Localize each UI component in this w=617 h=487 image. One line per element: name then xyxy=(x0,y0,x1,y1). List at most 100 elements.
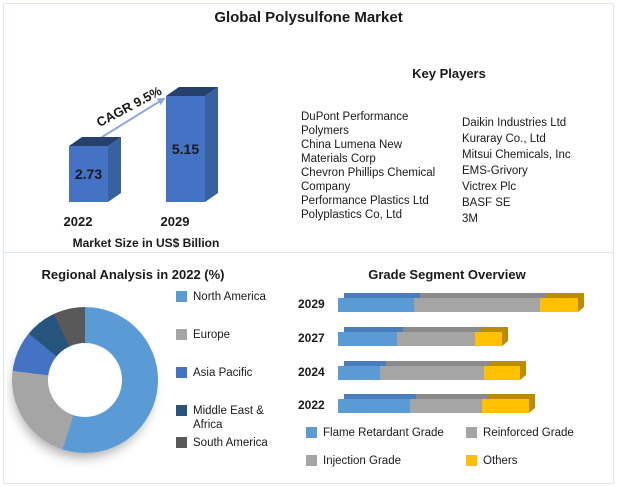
company-name: Mitsui Chemicals, Inc xyxy=(462,149,571,161)
segment-bevel xyxy=(344,327,403,332)
bar-group-2029: 5.15 xyxy=(166,87,218,202)
grade-bar-2029 xyxy=(338,293,584,312)
segment-others xyxy=(475,332,502,346)
segment-reinforced xyxy=(380,366,484,380)
section-divider xyxy=(3,252,614,253)
grade-bar-bevel xyxy=(344,361,526,366)
segment-reinforced xyxy=(414,298,540,312)
legend-label: South America xyxy=(193,437,268,449)
bar-front-face xyxy=(166,96,205,202)
legend-label: Middle East & Africa xyxy=(193,405,264,431)
bar-side-face xyxy=(108,137,121,202)
company-name: Polyplastics Co, Ltd xyxy=(301,209,402,221)
legend-item-flame-retardant-grade: Flame Retardant Grade xyxy=(306,426,466,440)
legend-swatch-icon xyxy=(176,329,187,340)
legend-label: Europe xyxy=(193,329,231,341)
page-border xyxy=(3,3,614,484)
grade-bar-end-cap xyxy=(529,394,535,413)
grade-bar-front xyxy=(338,332,502,346)
market-size-caption: Market Size in US$ Billion xyxy=(72,236,220,250)
grade-year-label: 2022 xyxy=(298,398,325,412)
grade-bar-2022 xyxy=(338,394,535,413)
grade-bar-end-cap xyxy=(502,327,508,346)
segment-bevel xyxy=(488,394,535,399)
grade-bar-end-cap xyxy=(520,361,526,380)
legend-swatch-icon xyxy=(466,455,477,466)
legend-swatch-icon xyxy=(466,427,477,438)
donut-hole xyxy=(48,343,122,417)
legend-label: Reinforced Grade xyxy=(483,427,574,439)
company-name: Kuraray Co., Ltd xyxy=(462,133,546,145)
legend-item-middle-east-africa: Middle East & Africa xyxy=(176,404,296,432)
segment-bevel xyxy=(490,361,526,366)
company-name: 3M xyxy=(462,213,478,225)
bar-value-label: 2.73 xyxy=(74,166,103,182)
bar-side-face xyxy=(205,87,218,202)
grade-year-label: 2029 xyxy=(298,297,325,311)
page-title: Global Polysulfone Market xyxy=(214,9,403,26)
bar-group-2022: 2.73 xyxy=(69,137,121,202)
legend-swatch-icon xyxy=(176,437,187,448)
grade-bar-front xyxy=(338,366,520,380)
legend-swatch-icon xyxy=(176,405,187,416)
bar-front-face xyxy=(69,146,108,202)
segment-bevel xyxy=(481,327,508,332)
legend-item-north-america: North America xyxy=(176,290,296,304)
legend-item-asia-pacific: Asia Pacific xyxy=(176,366,296,380)
legend-swatch-icon xyxy=(176,367,187,378)
legend-item-europe: Europe xyxy=(176,328,296,342)
regional-legend: North America Europe Asia Pacific Middle Ea… xyxy=(176,290,296,450)
company-name: Daikin Industries Ltd xyxy=(462,117,567,129)
segment-bevel xyxy=(344,394,416,399)
legend-swatch-icon xyxy=(176,291,187,302)
key-players-title: Key Players xyxy=(412,66,486,81)
regional-donut-chart xyxy=(12,307,158,453)
segment-bevel xyxy=(416,394,488,399)
segment-others xyxy=(482,399,529,413)
bar-category-label: 2029 xyxy=(160,214,190,229)
key-players-column-left: DuPont Performance Polymers China Lumena … xyxy=(301,110,438,222)
company-name: EMS-Grivory xyxy=(462,165,528,177)
legend-label: North America xyxy=(193,291,266,303)
segment-others xyxy=(540,298,578,312)
company-name: China Lumena New Materials Corp xyxy=(301,139,403,165)
grade-bar-bevel xyxy=(344,327,508,332)
grade-year-label: 2024 xyxy=(298,365,325,379)
legend-swatch-icon xyxy=(306,427,317,438)
legend-label: Others xyxy=(483,455,518,467)
bar-value-label: 5.15 xyxy=(171,141,200,157)
grade-bar-2027 xyxy=(338,327,508,346)
legend-item-others: Others xyxy=(466,454,596,468)
legend-label: Injection Grade xyxy=(323,455,401,467)
company-name: BASF SE xyxy=(462,197,511,209)
bar-top-face xyxy=(166,87,218,96)
grade-bar-front xyxy=(338,399,529,413)
segment-flame xyxy=(338,332,397,346)
segment-flame xyxy=(338,366,380,380)
grade-year-label: 2027 xyxy=(298,331,325,345)
grade-bar-2024 xyxy=(338,361,526,380)
segment-reinforced xyxy=(410,399,482,413)
bar-top-face xyxy=(69,137,121,146)
segment-bevel xyxy=(386,361,490,366)
grade-bar-front xyxy=(338,298,578,312)
segment-bevel xyxy=(546,293,584,298)
company-name: Victrex Plc xyxy=(462,181,517,193)
legend-label: Asia Pacific xyxy=(193,367,253,379)
legend-label: Flame Retardant Grade xyxy=(323,427,444,439)
segment-flame xyxy=(338,399,410,413)
company-name: Chevron Phillips Chemical Company xyxy=(301,167,436,193)
legend-swatch-icon xyxy=(306,455,317,466)
segment-flame xyxy=(338,298,414,312)
legend-item-injection-grade: Injection Grade xyxy=(306,454,466,468)
grade-segment-title: Grade Segment Overview xyxy=(368,267,526,282)
segment-bevel xyxy=(403,327,481,332)
grade-bar-bevel xyxy=(344,293,584,298)
segment-bevel xyxy=(344,293,420,298)
bar-category-label: 2022 xyxy=(63,214,93,229)
company-name: Performance Plastics Ltd xyxy=(301,195,429,207)
segment-bevel xyxy=(344,361,386,366)
grade-segment-legend: Flame Retardant Grade Reinforced Grade Inj… xyxy=(306,426,596,468)
grade-bar-end-cap xyxy=(578,293,584,312)
